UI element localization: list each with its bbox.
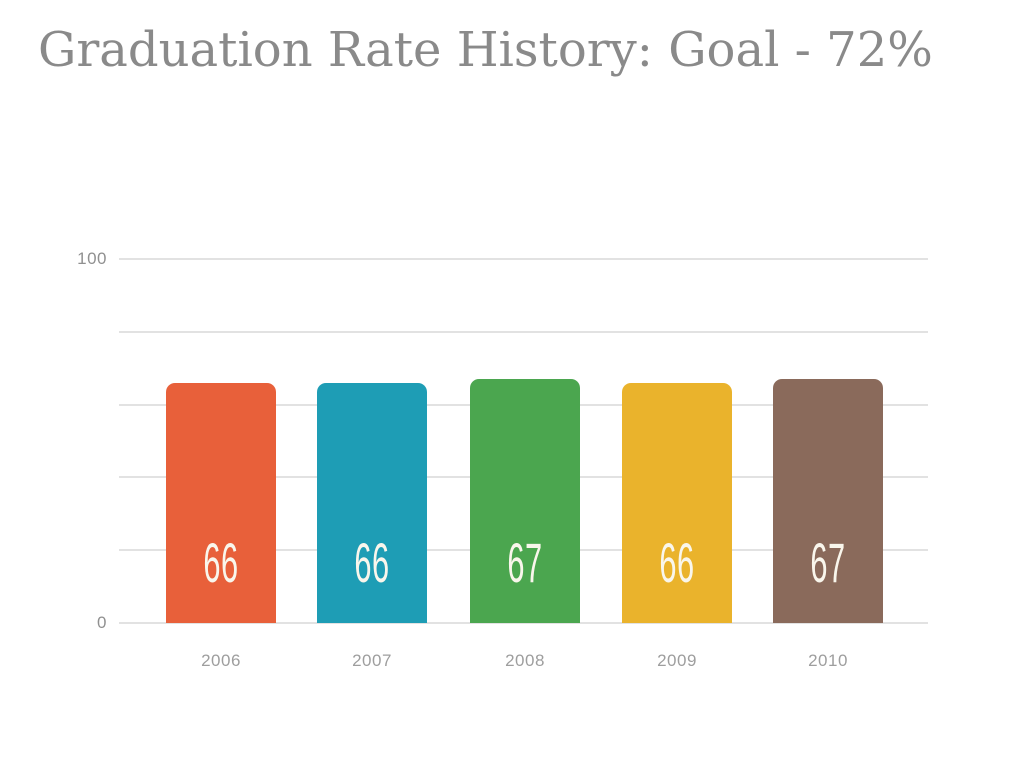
bar-group-2007: 66 2007: [317, 259, 427, 670]
plot-area: 100 0 66 2006 66 2007 67 2008: [77, 249, 928, 670]
bar-2009: 66: [622, 382, 732, 623]
gridline-80: [119, 330, 928, 333]
bar-2007: 66: [317, 382, 427, 623]
bar-value-label-2008: 67: [507, 531, 543, 594]
x-axis-tick-label-2009: 2009: [657, 651, 697, 670]
bar-2010: 67: [773, 379, 883, 623]
bar-2008: 67: [470, 379, 580, 623]
x-axis-tick-label-2008: 2008: [505, 651, 545, 670]
bar-value-label-2007: 66: [354, 531, 390, 594]
bar-group-2009: 66 2009: [622, 259, 732, 670]
x-axis-tick-label-2006: 2006: [201, 651, 241, 670]
bar-value-label-2009: 66: [659, 531, 695, 594]
x-axis-tick-label-2007: 2007: [352, 651, 392, 670]
bar-group-2006: 66 2006: [166, 259, 276, 670]
x-axis-baseline: [119, 622, 928, 624]
gridline-100: [119, 258, 928, 260]
chart-title: Graduation Rate History: Goal - 72%: [38, 22, 933, 78]
bar-group-2010: 67 2010: [773, 259, 883, 670]
bar-group-2008: 67 2008: [470, 259, 580, 670]
x-axis-tick-label-2010: 2010: [808, 651, 848, 670]
y-axis-tick-label-0: 0: [97, 613, 107, 632]
bar-value-label-2006: 66: [203, 531, 239, 594]
bar-value-label-2010: 67: [810, 531, 846, 594]
y-axis-tick-label-100: 100: [77, 249, 107, 268]
bar-2006: 66: [166, 382, 276, 623]
